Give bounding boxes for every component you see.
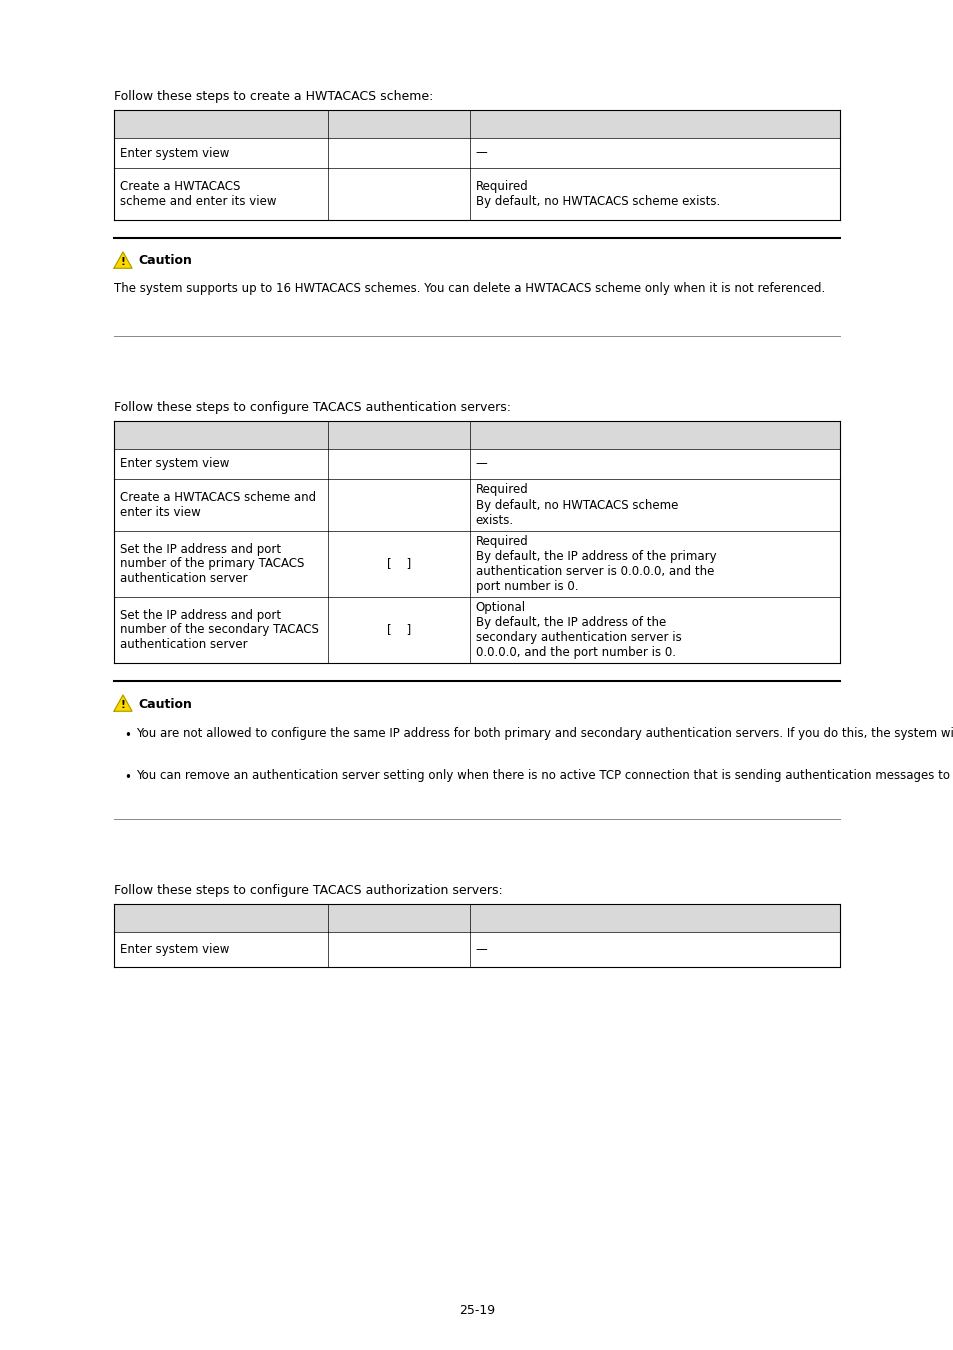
- Bar: [113, 597, 840, 663]
- Polygon shape: [113, 695, 132, 711]
- Text: [    ]: [ ]: [386, 624, 411, 636]
- Bar: [113, 109, 840, 138]
- Text: Required
By default, no HWTACACS scheme exists.: Required By default, no HWTACACS scheme …: [476, 180, 720, 208]
- Text: !: !: [120, 256, 125, 267]
- Bar: [113, 421, 840, 450]
- Text: Optional
By default, the IP address of the
secondary authentication server is
0.: Optional By default, the IP address of t…: [476, 601, 680, 659]
- Bar: [113, 138, 840, 167]
- Text: •: •: [124, 771, 131, 784]
- Text: [    ]: [ ]: [386, 558, 411, 571]
- Text: 25-19: 25-19: [458, 1304, 495, 1316]
- Text: —: —: [476, 458, 487, 471]
- Bar: [113, 450, 840, 479]
- Text: You can remove an authentication server setting only when there is no active TCP: You can remove an authentication server …: [136, 769, 953, 782]
- Text: Required
By default, no HWTACACS scheme
exists.: Required By default, no HWTACACS scheme …: [476, 483, 678, 526]
- Text: —: —: [476, 944, 487, 956]
- Text: Required
By default, the IP address of the primary
authentication server is 0.0.: Required By default, the IP address of t…: [476, 535, 716, 593]
- Text: !: !: [120, 699, 125, 710]
- Text: Set the IP address and port
number of the primary TACACS
authentication server: Set the IP address and port number of th…: [120, 543, 304, 586]
- Polygon shape: [113, 252, 132, 269]
- Text: Create a HWTACACS scheme and
enter its view: Create a HWTACACS scheme and enter its v…: [120, 491, 315, 518]
- Text: Caution: Caution: [138, 698, 192, 710]
- Text: Follow these steps to configure TACACS authorization servers:: Follow these steps to configure TACACS a…: [113, 884, 502, 896]
- Text: Enter system view: Enter system view: [120, 458, 229, 471]
- Text: Caution: Caution: [138, 255, 192, 267]
- Text: Enter system view: Enter system view: [120, 944, 229, 956]
- Text: You are not allowed to configure the same IP address for both primary and second: You are not allowed to configure the sam…: [136, 728, 953, 740]
- Bar: [113, 931, 840, 967]
- Text: Set the IP address and port
number of the secondary TACACS
authentication server: Set the IP address and port number of th…: [120, 609, 318, 652]
- Text: Enter system view: Enter system view: [120, 147, 229, 159]
- Text: The system supports up to 16 HWTACACS schemes. You can delete a HWTACACS scheme : The system supports up to 16 HWTACACS sc…: [113, 282, 824, 296]
- Bar: [113, 904, 840, 931]
- Text: •: •: [124, 729, 131, 742]
- Bar: [113, 479, 840, 531]
- Bar: [113, 167, 840, 220]
- Text: Follow these steps to configure TACACS authentication servers:: Follow these steps to configure TACACS a…: [113, 401, 511, 414]
- Text: —: —: [476, 147, 487, 159]
- Text: Create a HWTACACS
scheme and enter its view: Create a HWTACACS scheme and enter its v…: [120, 180, 276, 208]
- Bar: [113, 531, 840, 597]
- Text: Follow these steps to create a HWTACACS scheme:: Follow these steps to create a HWTACACS …: [113, 90, 433, 103]
